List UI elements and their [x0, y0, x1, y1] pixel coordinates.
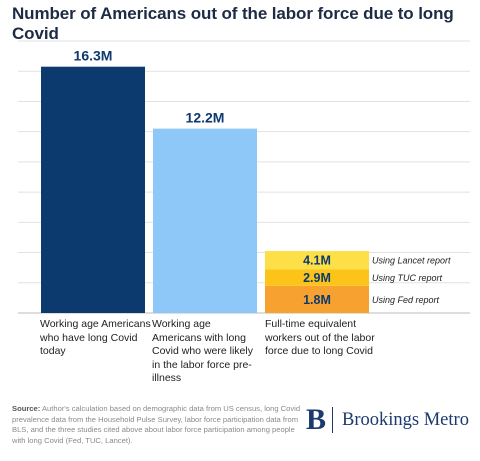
brookings-logo: B Brookings Metro: [306, 403, 469, 436]
bar-2: [153, 128, 257, 313]
segment-annotation-3: Using Lancet report: [372, 256, 451, 266]
category-label-2: Working age Americans with long Covid wh…: [152, 318, 253, 384]
source-prefix: Source:: [12, 404, 41, 413]
logo-divider: [332, 407, 334, 433]
bar-1: [41, 66, 145, 313]
stacked-segment-1: [265, 285, 369, 313]
segment-value-label-3: 4.1M: [303, 254, 331, 268]
source-text: Author's calculation based on demographi…: [12, 404, 301, 445]
stacked-segment-2: [265, 269, 369, 286]
logo-mark: B: [306, 403, 327, 436]
category-label-1: Working age Americans who have long Covi…: [40, 318, 151, 357]
segment-annotation-2: Using TUC report: [372, 273, 443, 283]
chart-title: Number of Americans out of the labor for…: [12, 4, 454, 43]
segment-annotation-1: Using Fed report: [372, 295, 440, 305]
segment-value-label-2: 2.9M: [303, 271, 331, 285]
logo-text: Brookings Metro: [342, 409, 469, 430]
stacked-segment-3: [265, 251, 369, 270]
category-label-3: Full-time equivalent workers out of the …: [265, 318, 375, 357]
bar-chart: 16.3M 12.2M 1.8M Using Fed report 2.9M Using …: [18, 40, 470, 314]
value-labels: 16.3M 12.2M 1.8M Using Fed report 2.9M Using …: [74, 48, 452, 307]
source-note: Source: Author's calculation based on de…: [12, 404, 302, 446]
segment-value-label-1: 1.8M: [303, 293, 331, 307]
bars: [41, 66, 369, 313]
bar-value-label-1: 16.3M: [74, 48, 113, 64]
bar-value-label-2: 12.2M: [186, 110, 225, 126]
